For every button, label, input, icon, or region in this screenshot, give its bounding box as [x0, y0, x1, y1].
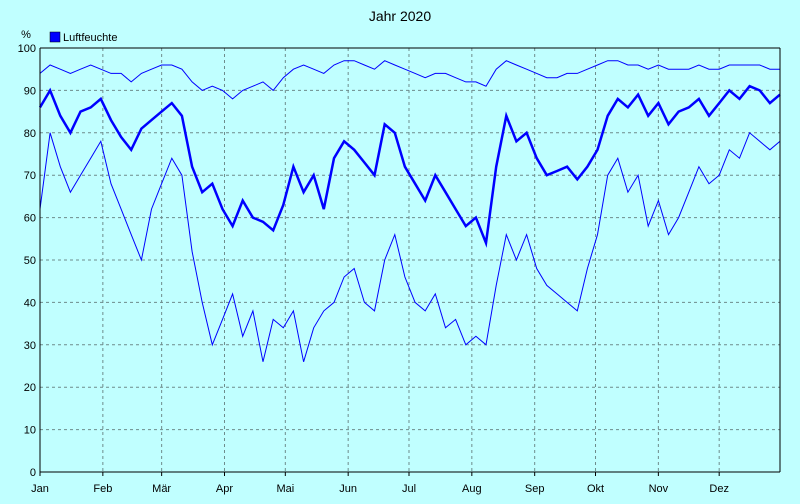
series-line-mean	[38, 84, 781, 248]
axes: 0 10 20 30 40 50 60 70 80 90 100 Jan Feb Mär Apr Mai Jun…	[18, 43, 781, 495]
y-tick-label: 0	[30, 467, 36, 479]
x-tick-label: Nov	[649, 483, 669, 495]
y-tick-label: 80	[24, 128, 36, 140]
x-tick-label: Feb	[93, 483, 112, 495]
grid	[40, 47, 780, 472]
chart-title: Jahr 2020	[369, 8, 431, 24]
x-tick-label: Aug	[462, 483, 482, 495]
y-tick-label: 30	[24, 340, 36, 352]
series-layer	[38, 60, 781, 362]
y-tick-label: 40	[24, 297, 36, 309]
x-tick-label: Apr	[216, 483, 233, 495]
y-tick-label: 90	[24, 85, 36, 97]
y-tick-label: 20	[24, 382, 36, 394]
x-tick-label: Sep	[525, 483, 545, 495]
x-tick-label: Jul	[402, 483, 416, 495]
x-tick-label: Dez	[709, 483, 729, 495]
y-tick-label: 10	[24, 425, 36, 437]
x-tick-label: Okt	[587, 483, 604, 495]
series-line-max	[39, 60, 780, 100]
legend-label: Luftfeuchte	[63, 32, 117, 44]
x-tick-label: Mai	[276, 483, 294, 495]
legend-swatch	[49, 31, 61, 43]
x-tick-label: Mär	[152, 483, 171, 495]
legend: Luftfeuchte	[49, 31, 117, 44]
x-tick-label: Jan	[31, 483, 49, 495]
y-tick-label: 100	[18, 43, 36, 55]
series-line-min	[39, 131, 781, 362]
y-axis-unit: %	[21, 29, 31, 41]
y-tick-label: 60	[24, 213, 36, 225]
y-tick-label: 70	[24, 170, 36, 182]
x-tick-label: Jun	[339, 483, 357, 495]
y-tick-label: 50	[24, 255, 36, 267]
